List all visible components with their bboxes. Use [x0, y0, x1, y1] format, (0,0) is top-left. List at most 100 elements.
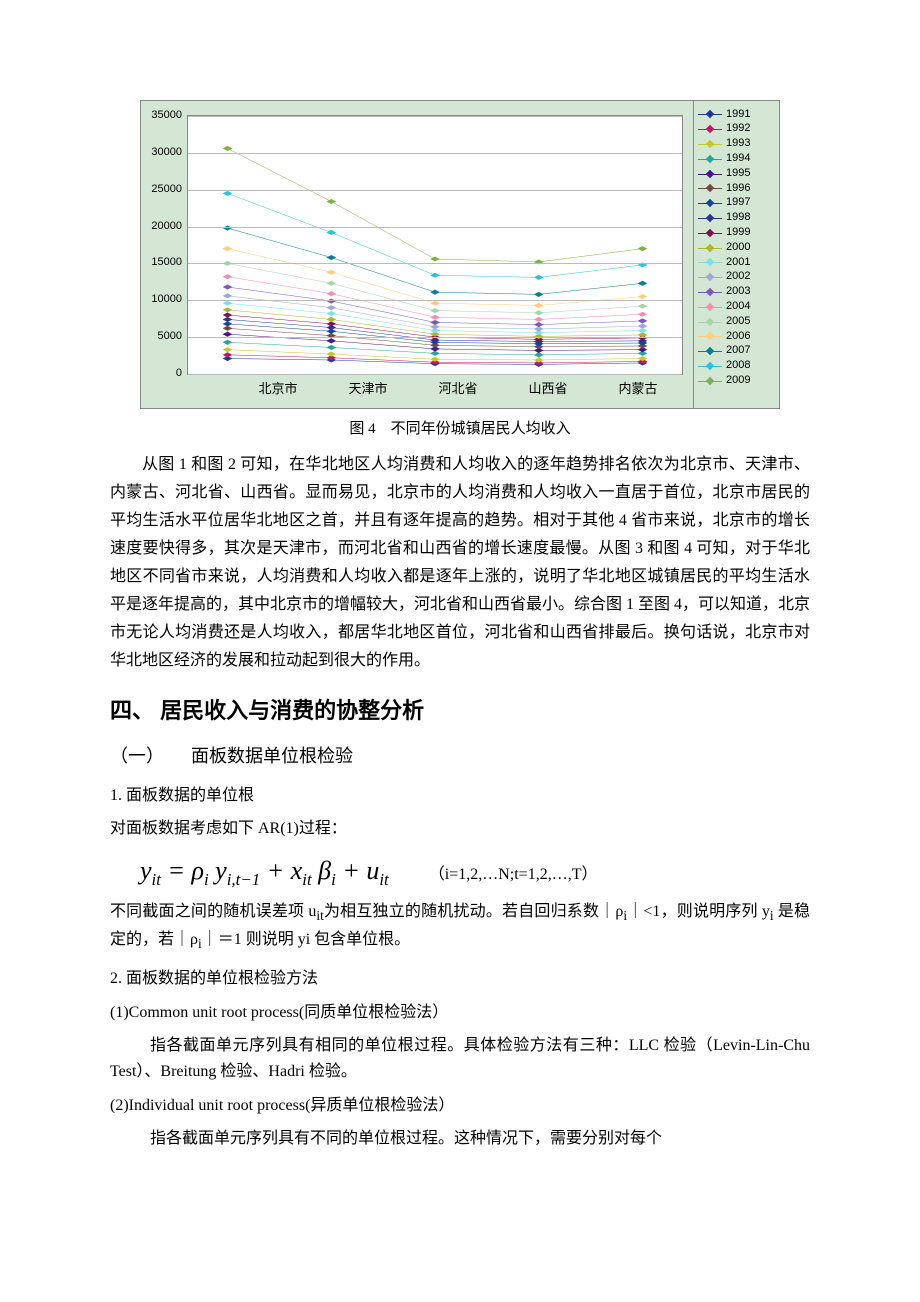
item-heading-2: 2. 面板数据的单位根检验方法	[110, 966, 810, 992]
series-marker	[326, 305, 336, 310]
series-marker	[223, 352, 233, 357]
series-marker	[638, 304, 648, 309]
gridline	[188, 263, 682, 264]
legend-swatch	[698, 170, 722, 178]
gridline	[188, 374, 682, 375]
series-marker	[223, 274, 233, 279]
series-marker	[223, 312, 233, 317]
y-tick-label: 10000	[151, 291, 182, 309]
plot-inner: 05000100001500020000250003000035000	[187, 115, 683, 375]
series-marker	[326, 281, 336, 286]
y-tick-label: 15000	[151, 255, 182, 273]
series-marker	[326, 317, 336, 322]
income-chart: 05000100001500020000250003000035000 北京市 天…	[140, 100, 780, 409]
legend-swatch	[698, 273, 722, 281]
formula-condition: （i=1,2,…N;t=1,2,…,T）	[429, 862, 598, 888]
legend-swatch	[698, 377, 722, 385]
legend-swatch	[698, 199, 722, 207]
series-marker	[534, 352, 544, 357]
legend-swatch	[698, 347, 722, 355]
method-2-body: 指各截面单元序列具有不同的单位根过程。这种情况下，需要分别对每个	[110, 1126, 810, 1152]
item-heading-1: 1. 面板数据的单位根	[110, 783, 810, 809]
legend-swatch	[698, 258, 722, 266]
legend-swatch	[698, 303, 722, 311]
gridline	[188, 300, 682, 301]
legend-swatch	[698, 332, 722, 340]
series-svg	[188, 116, 682, 374]
ar-formula: yit = ρi yi,t−1 + xit βi + uit （i=1,2,…N…	[140, 850, 810, 893]
series-marker	[223, 326, 233, 331]
series-marker	[223, 191, 233, 196]
legend-swatch	[698, 110, 722, 118]
series-marker	[534, 357, 544, 362]
series-marker	[430, 301, 440, 306]
chart-box: 05000100001500020000250003000035000 北京市 天…	[140, 100, 780, 409]
ar-intro: 对面板数据考虑如下 AR(1)过程：	[110, 816, 810, 842]
y-tick-label: 30000	[151, 144, 182, 162]
series-marker	[326, 255, 336, 260]
series-marker	[638, 318, 648, 323]
legend-swatch	[698, 140, 722, 148]
series-marker	[638, 294, 648, 299]
x-tick-label: 天津市	[348, 379, 387, 400]
series-marker	[534, 322, 544, 327]
series-marker	[223, 307, 233, 312]
series-line	[228, 148, 643, 262]
legend-swatch	[698, 362, 722, 370]
legend-label: 2009	[726, 372, 750, 390]
gridline	[188, 337, 682, 338]
gridline	[188, 116, 682, 117]
series-marker	[430, 290, 440, 295]
gridline	[188, 153, 682, 154]
subsection-heading-1: （一） 面板数据单位根检验	[110, 742, 810, 771]
legend-swatch	[698, 184, 722, 192]
series-marker	[534, 317, 544, 322]
x-tick-label: 内蒙古	[618, 379, 657, 400]
chart-caption: 图 4 不同年份城镇居民人均收入	[110, 417, 810, 441]
series-marker	[223, 284, 233, 289]
legend-swatch	[698, 288, 722, 296]
series-marker	[326, 270, 336, 275]
series-marker	[430, 308, 440, 313]
legend-swatch	[698, 229, 722, 237]
series-marker	[534, 326, 544, 331]
series-line	[228, 193, 643, 277]
series-marker	[638, 246, 648, 251]
series-marker	[326, 230, 336, 235]
series-marker	[326, 338, 336, 343]
series-marker	[430, 324, 440, 329]
x-axis-labels: 北京市天津市河北省山西省内蒙古	[187, 379, 683, 400]
x-tick-label: 北京市	[258, 379, 297, 400]
method-1-body: 指各截面单元序列具有相同的单位根过程。具体检验方法有三种：LLC 检验（Levi…	[110, 1033, 810, 1084]
legend-swatch	[698, 318, 722, 326]
series-marker	[638, 356, 648, 361]
series-marker	[223, 347, 233, 352]
series-marker	[223, 246, 233, 251]
legend-item: 2009	[698, 373, 775, 388]
series-marker	[534, 310, 544, 315]
legend-swatch	[698, 244, 722, 252]
ar-explain: 不同截面之间的随机误差项 uit为相互独立的随机扰动。若自回归系数｜ρi｜<1，…	[110, 899, 810, 954]
series-marker	[638, 328, 648, 333]
series-marker	[430, 273, 440, 278]
series-marker	[638, 324, 648, 329]
series-marker	[534, 303, 544, 308]
legend-swatch	[698, 125, 722, 133]
y-tick-label: 20000	[151, 218, 182, 236]
x-tick-label: 山西省	[528, 379, 567, 400]
gridline	[188, 227, 682, 228]
series-marker	[326, 321, 336, 326]
series-marker	[326, 352, 336, 357]
series-marker	[223, 340, 233, 345]
method-1-title: (1)Common unit root process(同质单位根检验法）	[110, 1000, 810, 1026]
series-marker	[534, 275, 544, 280]
series-marker	[326, 311, 336, 316]
series-marker	[223, 332, 233, 337]
series-marker	[223, 317, 233, 322]
formula-expr: yit = ρi yi,t−1 + xit βi + uit	[140, 850, 389, 893]
y-tick-label: 5000	[158, 328, 182, 346]
section-heading-4: 四、 居民收入与消费的协整分析	[110, 693, 810, 728]
series-marker	[223, 293, 233, 298]
series-marker	[534, 292, 544, 297]
analysis-paragraph: 从图 1 和图 2 可知，在华北地区人均消费和人均收入的逐年趋势排名依次为北京市…	[110, 451, 810, 675]
